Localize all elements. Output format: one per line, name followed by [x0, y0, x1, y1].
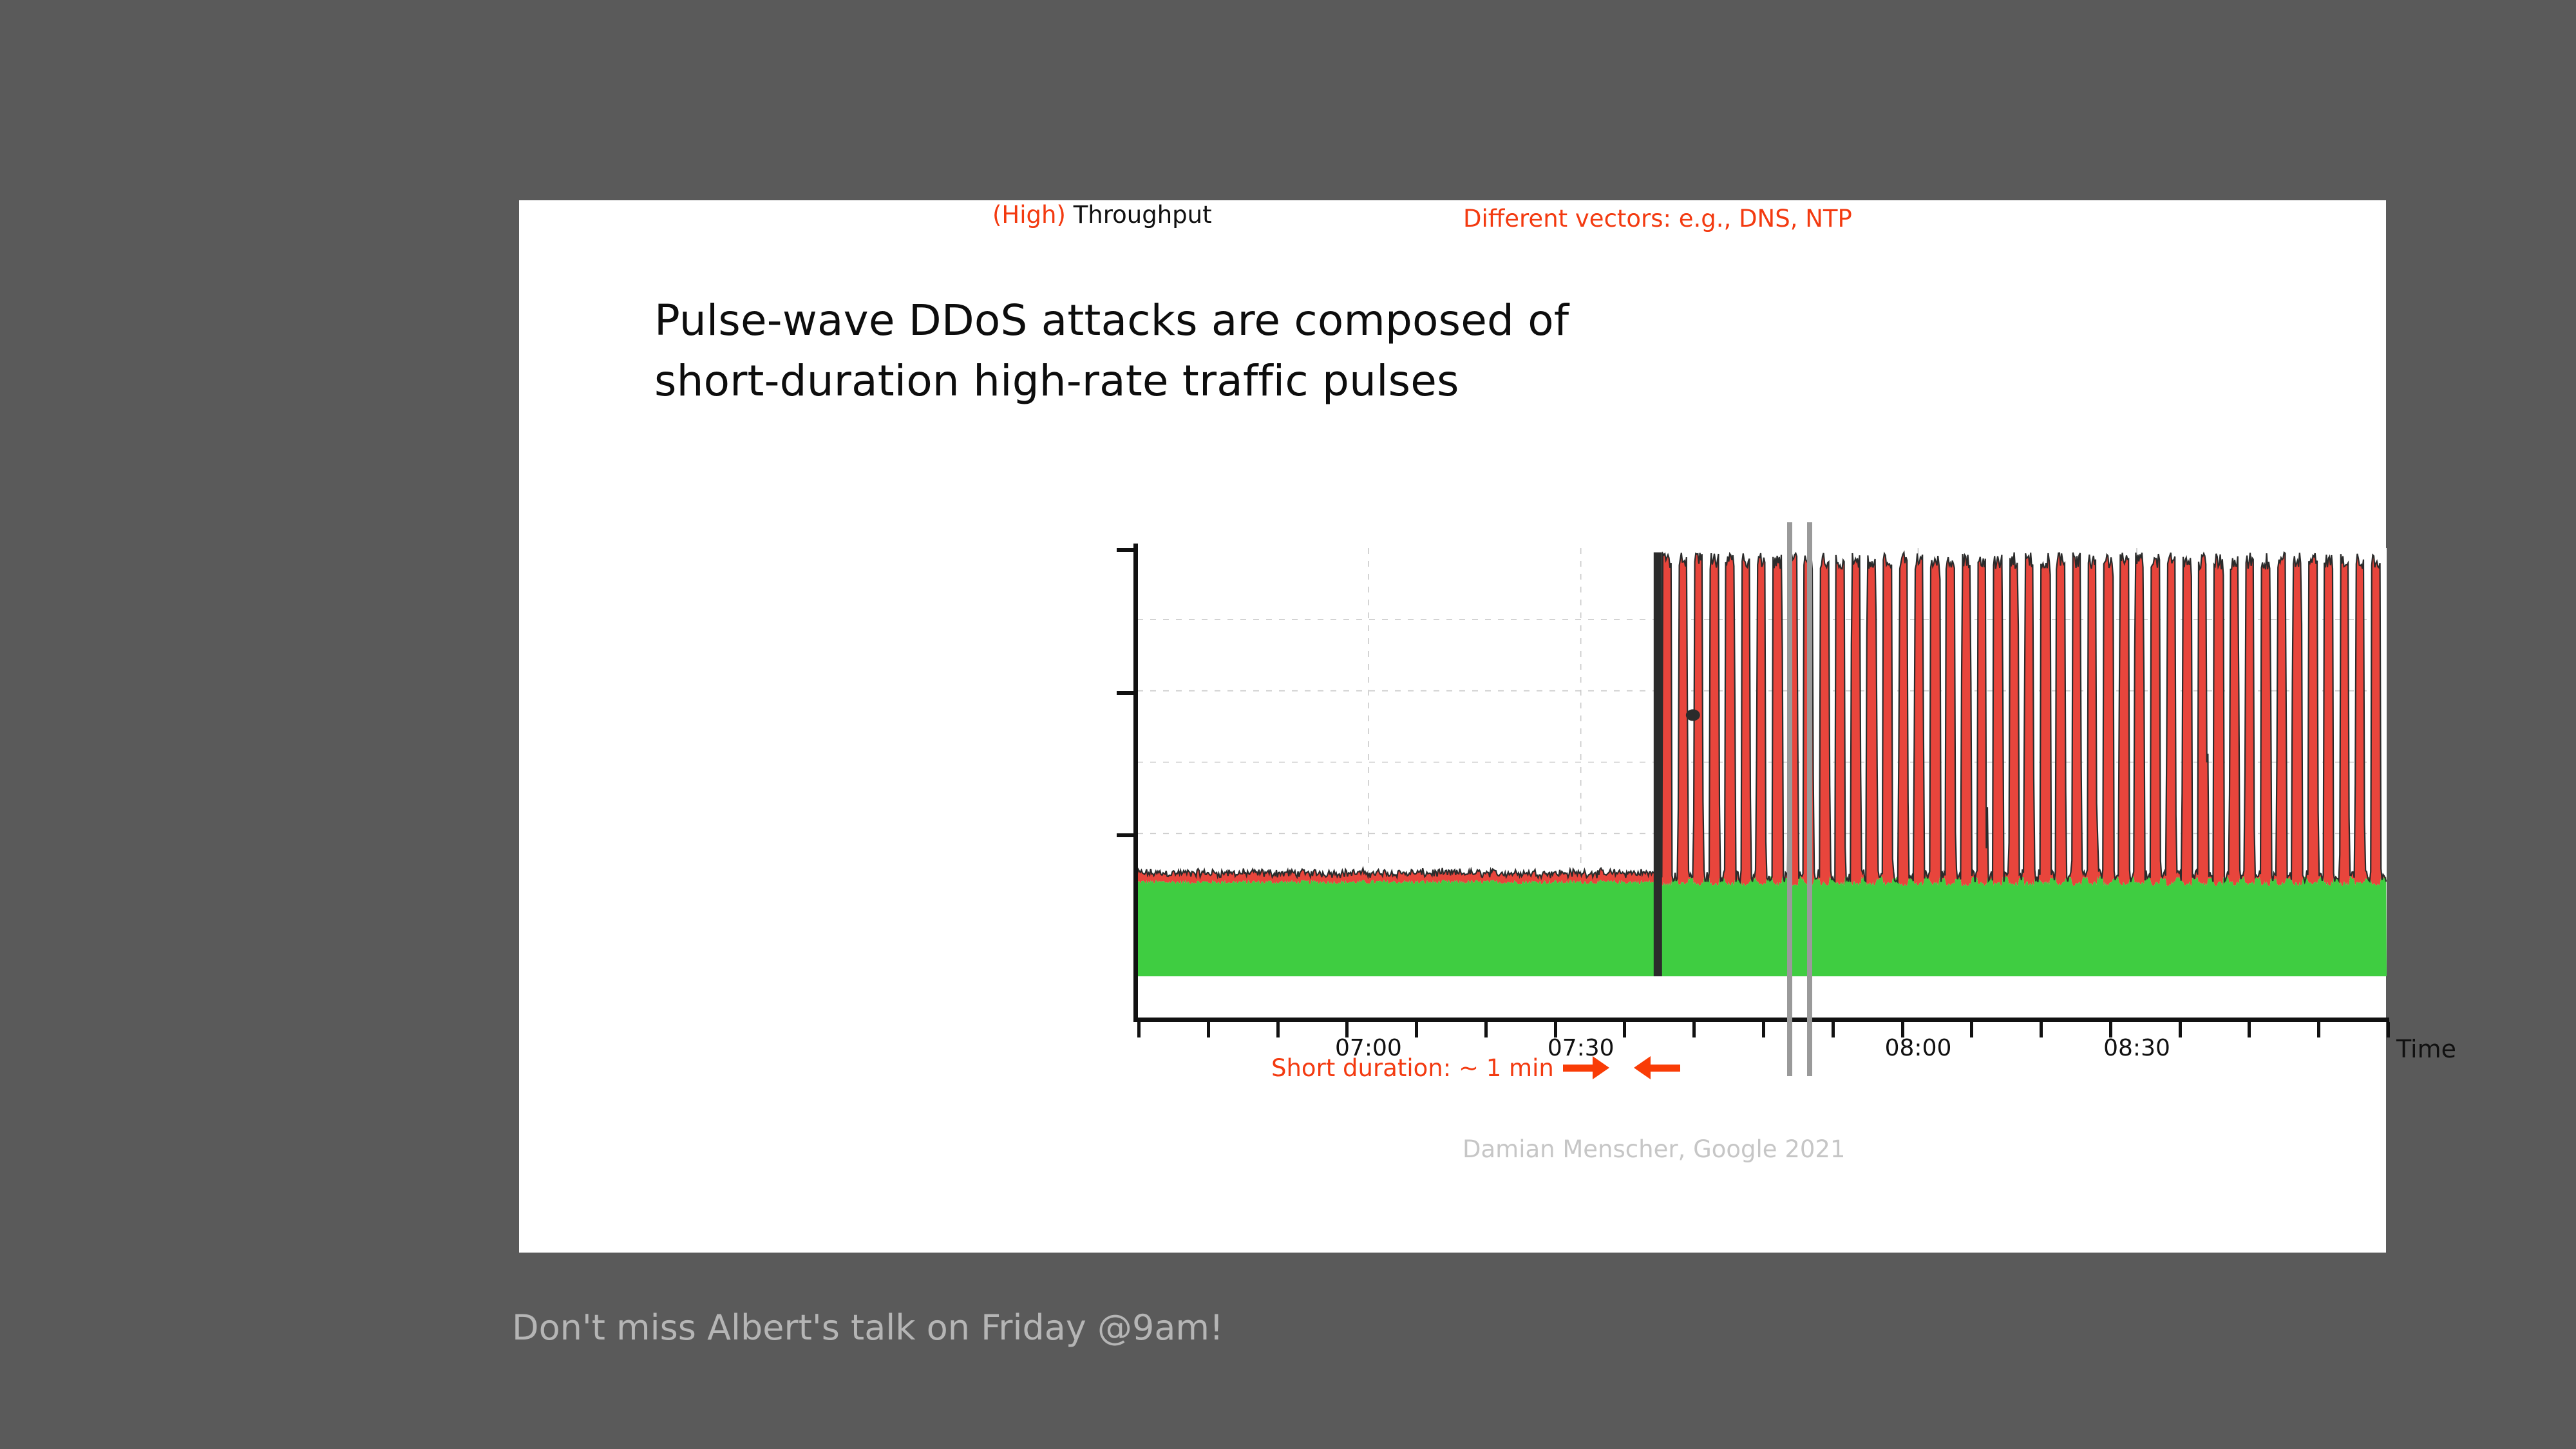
vertical-gridlines: [1368, 548, 2137, 976]
page-title: Pulse-wave DDoS attacks are composed of …: [654, 290, 1942, 411]
x-axis-tick: [1137, 1022, 1141, 1037]
x-axis-tick: [2387, 1022, 2390, 1037]
x-axis-tick: [1553, 1022, 1557, 1037]
y-axis-line: [1133, 544, 1138, 1021]
x-axis-tick: [1762, 1022, 1765, 1037]
plot-area: [1137, 548, 2387, 976]
data-point-dot: [1685, 709, 1700, 721]
x-axis-tick: [2178, 1022, 2182, 1037]
x-axis-tick: [1692, 1022, 1696, 1037]
bottom-caption: Don't miss Albert's talk on Friday @9am!: [512, 1307, 1224, 1348]
x-axis-tick: [1345, 1022, 1349, 1037]
y-axis-label-text: Throughput: [1073, 201, 1212, 229]
title-line-2: short-duration high-rate traffic pulses: [654, 355, 1459, 406]
slide-credit: Damian Menscher, Google 2021: [1463, 1135, 1846, 1163]
pulse-marker-line: [1786, 522, 1792, 1076]
x-axis-tick: [2248, 1022, 2251, 1037]
x-axis-tick: [1415, 1022, 1419, 1037]
y-axis-tick: [1117, 548, 1133, 552]
x-axis-line: [1133, 1018, 2389, 1022]
duration-arrow-right: [1562, 1053, 1609, 1083]
duration-annotation-text: Short duration: ~ 1 min: [1271, 1054, 1554, 1082]
x-axis-tick: [1831, 1022, 1835, 1037]
vectors-annotation: Different vectors: e.g., DNS, NTP: [1463, 205, 1852, 232]
x-axis-tick: [1900, 1022, 1904, 1037]
x-axis-tick: [1484, 1022, 1488, 1037]
y-axis-tick: [1117, 833, 1133, 838]
duration-annotation: Short duration: ~ 1 min: [1271, 1053, 1680, 1083]
x-axis-tick: [2317, 1022, 2321, 1037]
slide: Pulse-wave DDoS attacks are composed of …: [519, 200, 2456, 1253]
x-axis-title: Time: [2396, 1035, 2456, 1063]
plot-clip: [1137, 548, 2387, 976]
x-axis-tick: [2040, 1022, 2043, 1037]
x-axis-tick-label: 08:30: [2103, 1035, 2170, 1061]
y-axis-label-prefix: (High): [992, 201, 1066, 229]
x-axis-tick: [1623, 1022, 1627, 1037]
pulse-marker-line: [1806, 522, 1812, 1076]
x-axis-tick-label: 07:00: [1335, 1035, 1402, 1061]
attack-traffic-area: [1137, 552, 2387, 887]
x-axis-tick: [1206, 1022, 1210, 1037]
total-traffic-outline: [1137, 550, 2387, 885]
x-axis-tick-label: 07:30: [1547, 1035, 1615, 1061]
x-axis-tick-label: 08:00: [1884, 1035, 1952, 1061]
title-line-1: Pulse-wave DDoS attacks are composed of: [654, 296, 1569, 345]
y-axis-tick: [1117, 690, 1133, 695]
x-axis-tick: [2108, 1022, 2112, 1037]
normal-traffic-area: [1137, 876, 2387, 976]
plot-svg: [1137, 548, 2387, 976]
y-axis-label: (High) Throughput: [992, 201, 1212, 229]
attack-onset-spike: [1653, 552, 1662, 976]
horizontal-gridlines: [1137, 619, 2387, 905]
duration-arrow-left: [1633, 1053, 1680, 1083]
x-axis-tick: [1970, 1022, 1974, 1037]
x-axis-tick: [1276, 1022, 1280, 1037]
